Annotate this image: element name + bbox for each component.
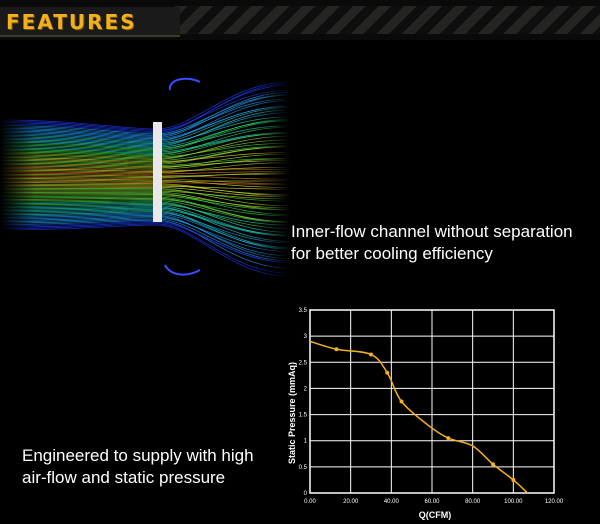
y-tick-label: 2 xyxy=(304,386,308,392)
features-badge xyxy=(0,7,180,37)
y-tick-label: 0 xyxy=(304,491,308,497)
curve-markers xyxy=(334,347,516,482)
y-axis-label: Static Pressure (mmAq) xyxy=(287,362,297,464)
pressure-chart: 0 0.5 1 1.5 2 2.5 3 3.5 0.00 20.00 40.00 60.00 80.0… xyxy=(287,308,564,520)
y-tick-label: 3 xyxy=(304,334,308,340)
pressure-caption-line-1: Engineered to supply with high xyxy=(22,446,254,465)
curve-marker xyxy=(334,347,339,352)
x-tick-label: 100.00 xyxy=(504,499,523,505)
y-tick-label: 3.5 xyxy=(299,308,308,314)
chart-grid xyxy=(309,309,555,494)
x-tick-label: 60.00 xyxy=(424,499,440,505)
x-tick-label: 40.00 xyxy=(384,499,400,505)
x-tick-label: 120.00 xyxy=(545,499,564,505)
pressure-caption: Engineered to supply with high air-flow … xyxy=(22,445,282,489)
page-title: FEATURES xyxy=(6,10,137,34)
pressure-caption-line-2: air-flow and static pressure xyxy=(22,468,226,487)
curve-marker xyxy=(446,436,451,441)
y-tick-label: 1 xyxy=(304,439,308,445)
x-tick-labels: 0.00 20.00 40.00 60.00 80.00 100.00 120.00 xyxy=(304,499,564,505)
curve-marker xyxy=(491,462,495,467)
x-tick-label: 0.00 xyxy=(304,499,316,505)
x-tick-label: 20.00 xyxy=(343,499,359,505)
curve-marker xyxy=(369,352,373,357)
y-tick-labels: 0 0.5 1 1.5 2 2.5 3 3.5 xyxy=(299,308,308,497)
header-stripes xyxy=(175,6,600,34)
curve-marker xyxy=(511,477,516,482)
x-axis-label: Q(CFM) xyxy=(419,510,452,520)
curve-marker xyxy=(399,399,404,404)
flow-caption: Inner-flow channel without separation fo… xyxy=(291,221,596,265)
pressure-curve xyxy=(309,340,529,494)
flow-caption-line-1: Inner-flow channel without separation xyxy=(291,222,573,241)
y-tick-label: 1.5 xyxy=(299,413,308,419)
x-tick-label: 80.00 xyxy=(465,499,481,505)
flow-caption-line-2: for better cooling efficiency xyxy=(291,244,493,263)
y-tick-label: 0.5 xyxy=(299,465,308,471)
airflow-simulation-image xyxy=(0,70,290,285)
curve-marker xyxy=(385,370,390,375)
y-tick-label: 2.5 xyxy=(299,360,308,366)
